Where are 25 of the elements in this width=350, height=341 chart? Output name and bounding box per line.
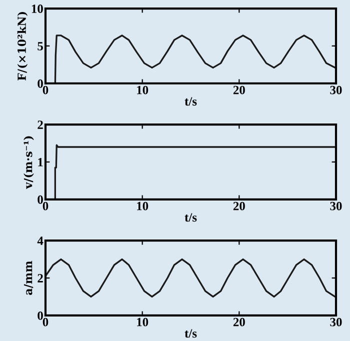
- y-tick-label: 4: [37, 236, 44, 245]
- y-axis-title: v/(m·s⁻¹): [24, 136, 34, 189]
- x-axis-title: t/s: [184, 329, 197, 338]
- y-tick-label: 10: [32, 4, 43, 13]
- y-tick-label: 2: [38, 120, 43, 129]
- x-tick-label: 20: [233, 318, 245, 326]
- y-tick-label: 5: [38, 42, 43, 50]
- x-tick-label: 30: [330, 318, 342, 326]
- x-tick-label: 30: [330, 202, 342, 210]
- x-tick-label: 20: [233, 86, 245, 94]
- y-axis-title: F/(×10²kN): [17, 12, 28, 80]
- x-axis-title: t/s: [184, 213, 197, 222]
- y-tick-label: 0: [38, 79, 43, 88]
- y-tick-label: 1: [38, 158, 43, 166]
- x-tick-label: 30: [330, 86, 342, 94]
- line-series: [46, 258, 336, 298]
- x-tick-label: 10: [137, 318, 148, 326]
- y-tick-label: 2: [38, 274, 43, 282]
- y-axis-title: a/mm: [24, 260, 34, 295]
- x-tick-label: 10: [137, 86, 148, 94]
- x-tick-label: 10: [137, 202, 148, 210]
- y-tick-label: 0: [38, 311, 43, 320]
- y-tick-label: 0: [38, 195, 43, 204]
- x-tick-label: 20: [233, 202, 245, 210]
- x-axis-title: t/s: [184, 97, 197, 106]
